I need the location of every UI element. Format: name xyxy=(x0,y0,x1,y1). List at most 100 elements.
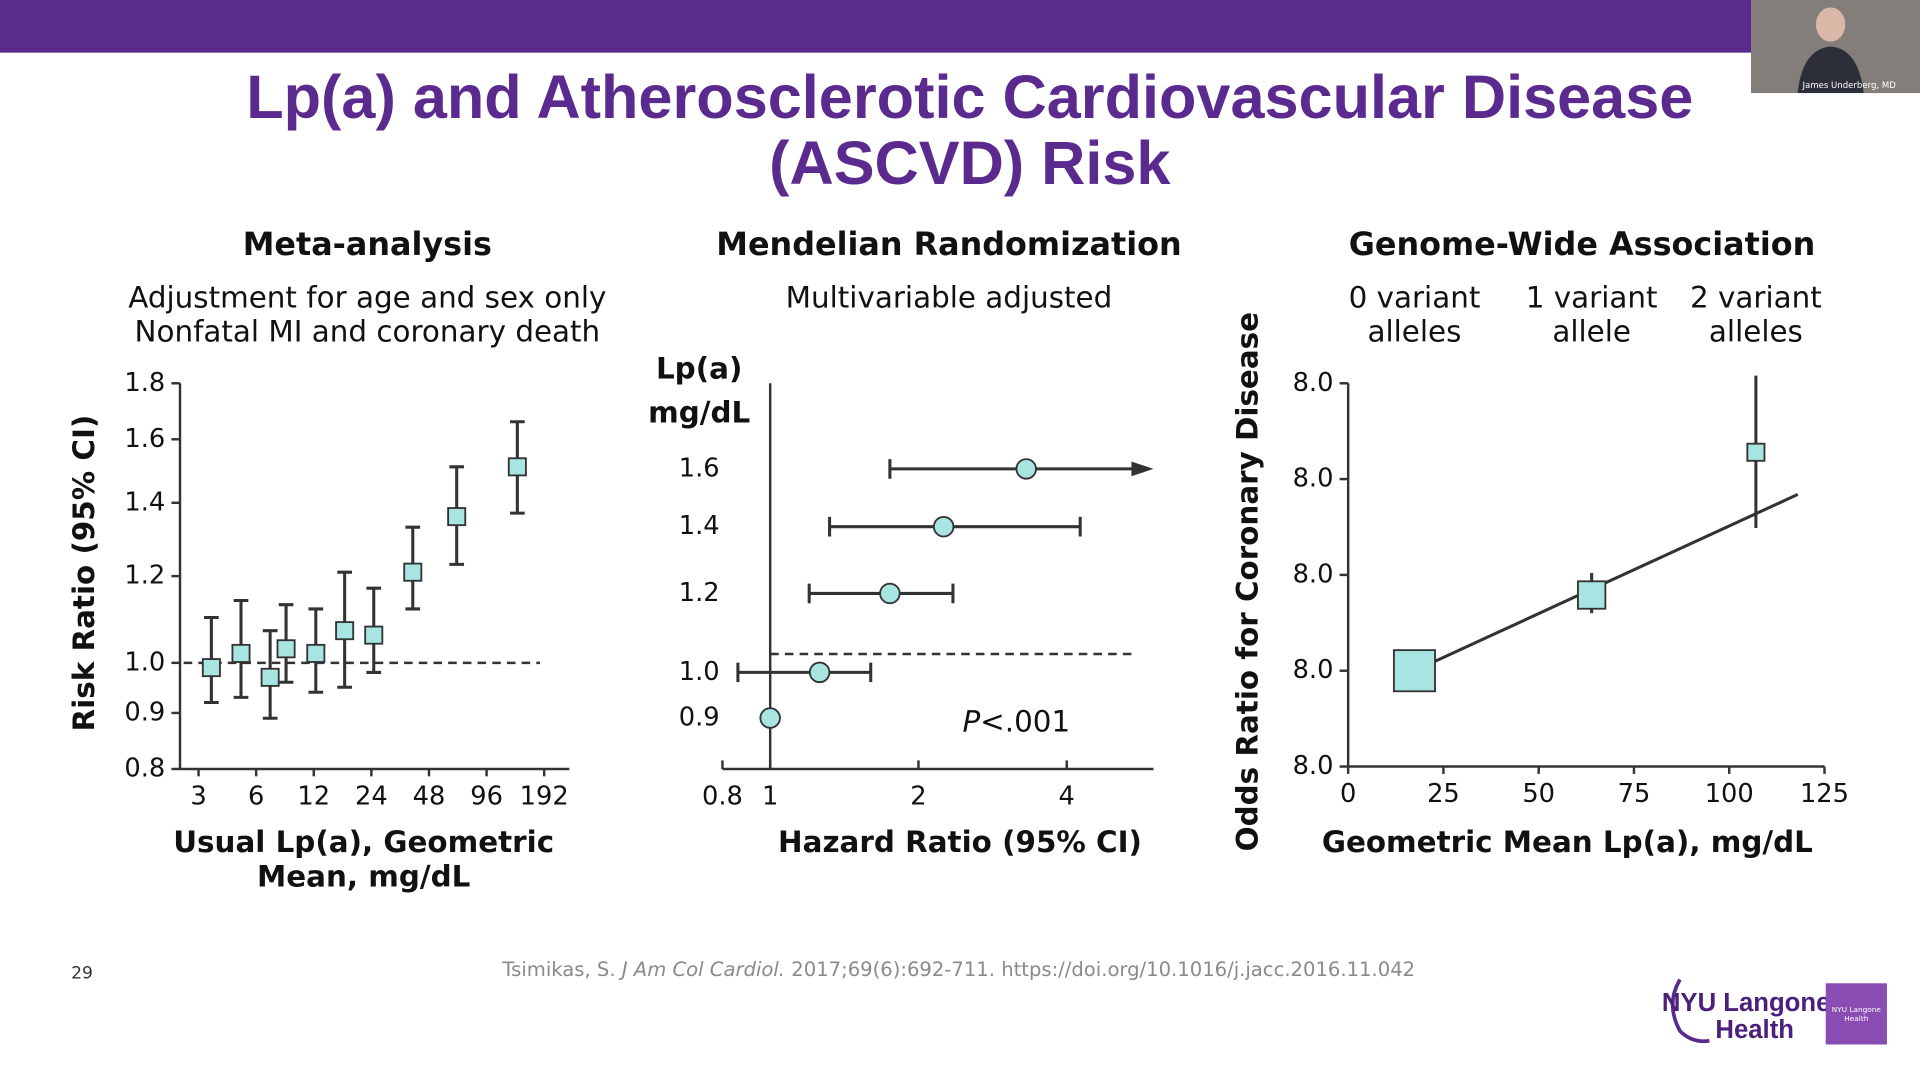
x-tick-label: 12 xyxy=(297,782,330,812)
y-tick-label: 1.2 xyxy=(679,578,720,608)
category-label: 0 variant xyxy=(1349,280,1481,314)
data-point xyxy=(507,457,527,477)
data-point xyxy=(231,643,251,663)
citation: Tsimikas, S. J Am Col Cardiol. 2017;69(6… xyxy=(501,957,1415,980)
chart-title: Meta-analysis xyxy=(243,225,492,263)
x-tick-label: 125 xyxy=(1800,779,1849,809)
speaker-body xyxy=(1797,46,1864,94)
data-point xyxy=(1577,580,1607,610)
y-tick-label: 1.0 xyxy=(124,647,165,677)
y-axis-label: Odds Ratio for Coronary Disease xyxy=(1230,312,1264,851)
x-axis-label: Geometric Mean Lp(a), mg/dL xyxy=(1322,825,1813,859)
slide-title: Lp(a) and Atherosclerotic Cardiovascular… xyxy=(246,63,1693,131)
data-point xyxy=(808,661,831,684)
y-tick-label: 1.6 xyxy=(124,424,165,454)
x-tick-label: 50 xyxy=(1522,779,1555,809)
video-thumbnail: James Underberg, MD xyxy=(1751,0,1920,94)
data-point xyxy=(932,516,955,538)
y-tick-label: 8.0 xyxy=(1293,464,1334,494)
x-tick-label: 24 xyxy=(355,782,388,812)
y-tick-label: 1.8 xyxy=(124,368,165,398)
data-point xyxy=(276,639,296,659)
logo: NYU Langone Health NYU Langone Health xyxy=(1662,978,1887,1045)
x-tick-label: 3 xyxy=(190,782,206,812)
y-tick-label: 0.9 xyxy=(679,702,720,732)
citation-details: 2017;69(6):692-711. https://doi.org/10.1… xyxy=(791,957,1415,980)
page-number: 29 xyxy=(71,963,93,983)
y-axis-label: mg/dL xyxy=(648,395,750,429)
x-tick-label: 96 xyxy=(470,782,503,812)
annotation-italic: P xyxy=(962,704,980,738)
x-tick-label: 4 xyxy=(1059,782,1075,812)
chart-title: Mendelian Randomization xyxy=(716,225,1181,263)
category-label: alleles xyxy=(1709,315,1803,349)
x-tick-label: 25 xyxy=(1427,779,1460,809)
data-point xyxy=(1746,442,1766,462)
x-tick-label: 1 xyxy=(762,782,778,812)
y-tick-label: 8.0 xyxy=(1293,559,1334,589)
data-point xyxy=(201,658,221,678)
logo-badge-text: NYU Langone xyxy=(1832,1005,1882,1014)
data-point xyxy=(759,707,781,729)
data-point xyxy=(879,582,901,605)
arrow-head xyxy=(1131,461,1154,477)
y-tick-label: 0.9 xyxy=(124,697,165,727)
annotation-text: <.001 xyxy=(980,704,1070,738)
data-point xyxy=(364,625,384,645)
x-tick-label: 0.8 xyxy=(702,782,743,812)
x-tick-label: 0 xyxy=(1340,779,1356,809)
header-bar xyxy=(0,0,1752,53)
category-label: allele xyxy=(1552,315,1631,349)
logo-text: Health xyxy=(1715,1016,1794,1044)
citation-journal: J Am Col Cardiol. xyxy=(618,957,785,980)
y-tick-label: 8.0 xyxy=(1293,751,1334,781)
x-tick-label: 100 xyxy=(1705,779,1754,809)
annotation: P<.001 xyxy=(962,704,1070,738)
data-point xyxy=(1015,458,1037,480)
y-tick-label: 1.0 xyxy=(679,657,720,687)
chart-subtitle: Multivariable adjusted xyxy=(786,280,1113,314)
speaker-head xyxy=(1815,7,1846,42)
slide-title: (ASCVD) Risk xyxy=(769,129,1171,197)
category-label: alleles xyxy=(1367,315,1461,349)
y-tick-label: 0.8 xyxy=(124,753,165,783)
x-tick-label: 192 xyxy=(520,782,569,812)
x-tick-label: 75 xyxy=(1618,779,1651,809)
category-label: 1 variant xyxy=(1526,280,1658,314)
error-bar xyxy=(888,459,1139,479)
y-axis-label: Lp(a) xyxy=(656,351,742,385)
logo-text: NYU Langone xyxy=(1662,989,1831,1017)
chart-subtitle: Adjustment for age and sex only xyxy=(128,280,606,314)
x-axis-label: Usual Lp(a), Geometric xyxy=(173,825,554,859)
data-point xyxy=(403,562,423,582)
logo-badge-text: Health xyxy=(1844,1014,1868,1023)
x-axis-label: Hazard Ratio (95% CI) xyxy=(778,825,1142,859)
category-label: 2 variant xyxy=(1690,280,1822,314)
data-point xyxy=(335,621,355,641)
x-tick-label: 2 xyxy=(910,782,926,812)
error-bar xyxy=(828,516,1082,537)
y-axis-label: Risk Ratio (95% CI) xyxy=(67,415,101,732)
y-tick-label: 1.4 xyxy=(679,511,720,541)
data-point xyxy=(447,507,467,527)
video-caption: James Underberg, MD xyxy=(1801,81,1896,91)
y-tick-label: 1.4 xyxy=(124,487,165,517)
citation-author: Tsimikas, S. xyxy=(501,957,615,980)
data-point xyxy=(260,667,280,687)
logo-swoosh xyxy=(1670,978,1710,1044)
y-tick-label: 1.2 xyxy=(124,561,165,591)
x-tick-label: 6 xyxy=(248,782,264,812)
chart-title: Genome-Wide Association xyxy=(1349,225,1816,263)
y-tick-label: 8.0 xyxy=(1293,655,1334,685)
error-bar xyxy=(736,662,873,683)
y-tick-label: 1.6 xyxy=(679,453,720,483)
logo-badge xyxy=(1825,983,1887,1045)
x-axis-label: Mean, mg/dL xyxy=(257,859,470,893)
data-point xyxy=(306,643,326,663)
data-point xyxy=(1392,649,1436,693)
x-tick-label: 48 xyxy=(413,782,446,812)
chart-subtitle: Nonfatal MI and coronary death xyxy=(135,315,601,349)
